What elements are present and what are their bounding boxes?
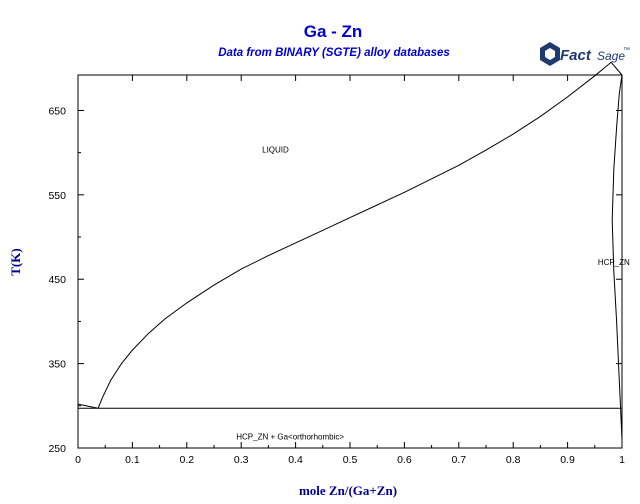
phase-region-label: HCP_ZN — [598, 258, 630, 267]
y-tick-label: 550 — [48, 190, 66, 202]
phase-region-label: HCP_ZN + Ga<orthorhombic> — [236, 433, 344, 442]
x-tick-label: 1 — [619, 454, 625, 466]
x-tick-label: 0.1 — [125, 454, 140, 466]
x-tick-label: 0.3 — [234, 454, 249, 466]
phase-boundaries — [77, 61, 623, 448]
y-axis: 250 350 450 550 650 — [48, 105, 622, 455]
plot-frame — [77, 74, 623, 449]
factsage-logo: Fact Sage ™ — [540, 42, 630, 66]
y-tick-label: 650 — [48, 105, 66, 117]
x-tick-label: 0.2 — [179, 454, 194, 466]
y-tick-label: 350 — [48, 359, 66, 371]
x-tick-label: 0 — [75, 454, 81, 466]
x-tick-label: 0.5 — [343, 454, 358, 466]
y-axis-label: T(K) — [8, 248, 23, 275]
x-tick-label: 0.8 — [506, 454, 521, 466]
phase-region-label: LIQUID — [262, 146, 289, 155]
x-axis-label: mole Zn/(Ga+Zn) — [299, 483, 397, 498]
phase-region-labels: LIQUID HCP_ZN HCP_ZN + Ga<orthorhombic> — [236, 146, 630, 442]
phase-boundary-line-1 — [97, 61, 623, 409]
x-tick-label: 0.4 — [288, 454, 303, 466]
x-tick-label: 0.9 — [560, 454, 575, 466]
phase-boundary-line-2 — [77, 403, 99, 409]
factsage-logo-mark-icon — [540, 42, 560, 66]
logo-text-sage: Sage — [597, 49, 625, 63]
y-tick-label: 250 — [48, 443, 66, 455]
logo-text-mark: ™ — [623, 47, 630, 54]
chart-title: Ga - Zn — [304, 22, 363, 41]
chart-subtitle: Data from BINARY (SGTE) alloy databases — [218, 47, 450, 59]
x-tick-label: 0.7 — [451, 454, 466, 466]
logo-text-fact: Fact — [560, 47, 592, 64]
x-tick-label: 0.6 — [397, 454, 412, 466]
phase-boundary-line-4 — [611, 74, 623, 440]
y-tick-label: 450 — [48, 274, 66, 286]
x-axis: 0 0.1 0.2 0.3 0.4 0.5 0.6 0.7 0.8 0.9 1 — [75, 75, 625, 466]
